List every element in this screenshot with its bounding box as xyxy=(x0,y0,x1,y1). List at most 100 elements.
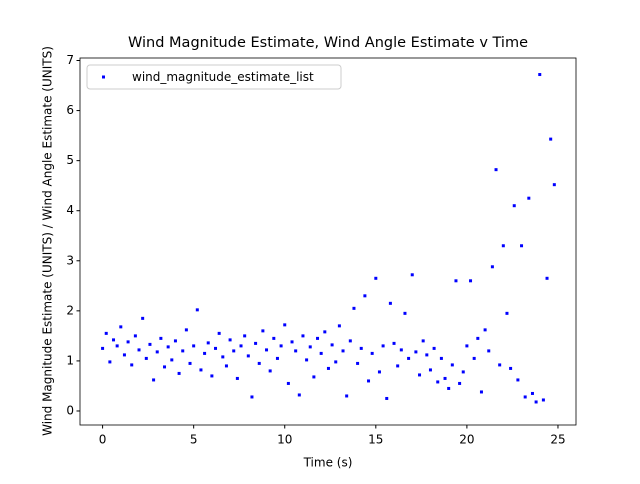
legend-marker xyxy=(102,75,105,79)
scatter-point xyxy=(359,346,363,350)
scatter-point xyxy=(443,376,447,380)
scatter-point xyxy=(352,306,356,310)
scatter-point xyxy=(112,338,116,342)
scatter-point xyxy=(530,391,534,395)
scatter-point xyxy=(257,361,261,365)
scatter-point xyxy=(166,345,170,349)
scatter-point xyxy=(498,363,502,367)
scatter-point xyxy=(181,349,185,353)
scatter-point xyxy=(290,340,294,344)
y-axis-label: Wind Magnitude Estimate (UNITS) / Wind A… xyxy=(41,46,55,436)
scatter-point xyxy=(159,336,163,340)
scatter-point xyxy=(425,353,429,357)
scatter-point xyxy=(385,396,389,400)
scatter-point xyxy=(330,343,334,347)
scatter-point xyxy=(377,370,381,374)
x-tick-label: 20 xyxy=(459,433,474,447)
scatter-point xyxy=(104,331,108,335)
scatter-point xyxy=(228,338,232,342)
scatter-point xyxy=(428,368,432,372)
scatter-point xyxy=(152,378,156,382)
scatter-point xyxy=(479,390,483,394)
scatter-point xyxy=(203,351,207,355)
scatter-point xyxy=(538,73,542,77)
scatter-point xyxy=(199,368,203,372)
scatter-point xyxy=(323,330,327,334)
scatter-point xyxy=(268,369,272,373)
scatter-point xyxy=(505,311,509,315)
scatter-point xyxy=(254,341,258,345)
scatter-point xyxy=(465,344,469,348)
scatter-point xyxy=(447,386,451,390)
scatter-point xyxy=(184,328,188,332)
scatter-point xyxy=(141,316,145,320)
scatter-point xyxy=(170,358,174,362)
scatter-point xyxy=(272,336,276,340)
scatter-point xyxy=(133,334,137,338)
scatter-point xyxy=(421,339,425,343)
scatter-point xyxy=(476,336,480,340)
scatter-point xyxy=(494,168,498,172)
scatter-point xyxy=(312,375,316,379)
y-tick-label: 6 xyxy=(66,103,74,117)
scatter-point xyxy=(144,356,148,360)
scatter-point xyxy=(163,365,167,369)
scatter-point xyxy=(239,344,243,348)
scatter-point xyxy=(206,341,210,345)
scatter-point xyxy=(265,348,269,352)
scatter-point xyxy=(545,276,549,280)
scatter-point xyxy=(275,356,279,360)
scatter-point xyxy=(326,366,330,370)
y-tick-label: 5 xyxy=(66,153,74,167)
scatter-point xyxy=(301,334,305,338)
y-tick-label: 0 xyxy=(66,403,74,417)
scatter-point xyxy=(101,346,105,350)
scatter-point xyxy=(483,328,487,332)
scatter-point xyxy=(523,395,527,399)
scatter-point xyxy=(527,196,531,200)
scatter-point xyxy=(410,273,414,277)
scatter-point xyxy=(122,353,126,357)
scatter-point xyxy=(316,336,320,340)
y-tick-label: 1 xyxy=(66,353,74,367)
scatter-point xyxy=(345,394,349,398)
scatter-point xyxy=(392,341,396,345)
scatter-point xyxy=(414,350,418,354)
scatter-point xyxy=(235,376,239,380)
scatter-point xyxy=(195,308,199,312)
scatter-point xyxy=(192,344,196,348)
scatter-point xyxy=(541,398,545,402)
scatter-point xyxy=(501,244,505,248)
scatter-point xyxy=(108,360,112,364)
y-tick-label: 4 xyxy=(66,203,74,217)
scatter-point xyxy=(126,340,130,344)
scatter-point xyxy=(297,393,301,397)
x-tick-label: 10 xyxy=(277,433,292,447)
scatter-point xyxy=(279,344,283,348)
scatter-point xyxy=(137,348,141,352)
x-axis-label: Time (s) xyxy=(303,456,353,470)
scatter-point xyxy=(367,379,371,383)
x-tick-label: 5 xyxy=(190,433,198,447)
scatter-point xyxy=(130,363,134,367)
scatter-point xyxy=(363,294,367,298)
scatter-point xyxy=(374,276,378,280)
scatter-point xyxy=(224,364,228,368)
scatter-point xyxy=(177,371,181,375)
legend-box xyxy=(86,64,342,90)
scatter-point xyxy=(246,354,250,358)
scatter-point xyxy=(520,244,524,248)
y-tick-label: 7 xyxy=(66,53,74,67)
scatter-point xyxy=(148,342,152,346)
scatter-point xyxy=(221,355,225,359)
scatter-point xyxy=(549,137,553,141)
scatter-point xyxy=(399,348,403,352)
scatter-point xyxy=(173,339,177,343)
scatter-point xyxy=(534,400,538,404)
scatter-point xyxy=(308,345,312,349)
scatter-point xyxy=(283,323,287,327)
scatter-point xyxy=(396,364,400,368)
scatter-point xyxy=(418,373,422,377)
scatter-point xyxy=(214,346,218,350)
y-tick-label: 2 xyxy=(66,303,74,317)
